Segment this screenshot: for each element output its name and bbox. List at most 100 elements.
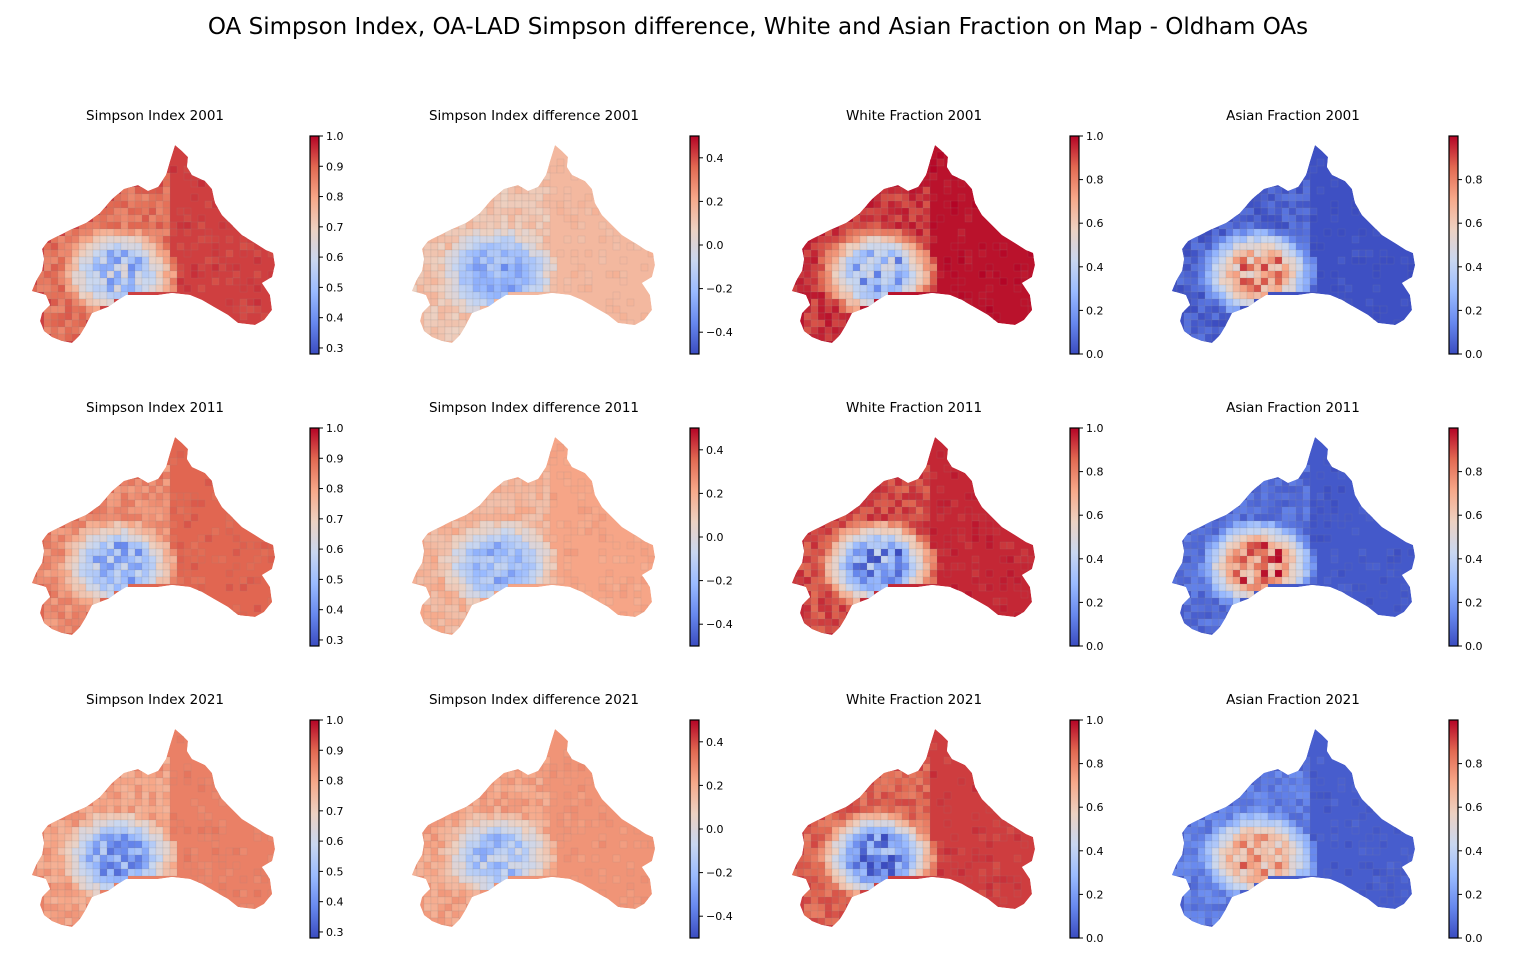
output-area-cell <box>232 562 241 571</box>
output-area-cell <box>1330 798 1339 807</box>
panel-title: Simpson Index difference 2001 <box>429 108 639 124</box>
output-area-cell <box>577 478 586 487</box>
output-area-cell <box>1197 555 1206 564</box>
output-area-cell <box>1232 833 1241 842</box>
output-area-cell <box>78 861 87 870</box>
output-area-cell <box>437 826 446 835</box>
output-area-cell <box>901 214 910 223</box>
output-area-cell <box>430 875 439 884</box>
output-area-cell <box>985 583 994 592</box>
output-area-cell <box>964 875 973 884</box>
output-area-cell <box>859 298 868 307</box>
colorbar-gradient <box>1069 135 1080 355</box>
output-area-cell <box>528 541 537 550</box>
output-area-cell <box>1274 868 1283 877</box>
output-area-cell <box>521 784 530 793</box>
output-area-cell <box>563 805 572 814</box>
output-area-cell <box>64 861 73 870</box>
output-area-cell <box>542 263 551 272</box>
output-area-cell <box>127 520 136 529</box>
output-area-cell <box>1218 854 1227 863</box>
output-area-cell <box>1190 326 1199 335</box>
output-area-cell <box>978 527 987 536</box>
output-area-cell <box>831 868 840 877</box>
output-area-cell <box>155 506 164 515</box>
output-area-cell <box>915 193 924 202</box>
output-area-cell <box>78 903 87 912</box>
output-area-cell <box>1309 548 1318 557</box>
output-area-cell <box>1190 597 1199 606</box>
output-area-cell <box>451 569 460 578</box>
output-area-cell <box>894 249 903 258</box>
output-area-cell <box>929 284 938 293</box>
panel-title: White Fraction 2001 <box>846 108 982 124</box>
output-area-cell <box>1197 235 1206 244</box>
output-area-cell <box>148 854 157 863</box>
output-area-cell <box>992 819 1001 828</box>
output-area-cell <box>542 520 551 529</box>
output-area-cell <box>211 256 220 265</box>
output-area-cell <box>563 478 572 487</box>
output-area-cell <box>570 221 579 230</box>
output-area-cell <box>528 478 537 487</box>
output-area-cell <box>451 548 460 557</box>
output-area-cell <box>1218 583 1227 592</box>
output-area-cell <box>141 854 150 863</box>
output-area-cell <box>176 555 185 564</box>
output-area-cell <box>817 319 826 328</box>
output-area-cell <box>852 291 861 300</box>
output-area-cell <box>1309 270 1318 279</box>
output-area-cell <box>141 506 150 515</box>
panel-title: Asian Fraction 2001 <box>1226 108 1360 124</box>
output-area-cell <box>1013 889 1022 898</box>
output-area-cell <box>1253 263 1262 272</box>
output-area-cell <box>1302 464 1311 473</box>
output-area-cell <box>1288 520 1297 529</box>
output-area-cell <box>99 854 108 863</box>
output-area-cell <box>500 562 509 571</box>
output-area-cell <box>915 485 924 494</box>
output-area-cell <box>1295 284 1304 293</box>
output-area-cell <box>472 291 481 300</box>
output-area-cell <box>1239 263 1248 272</box>
output-area-cell <box>1204 861 1213 870</box>
output-area-cell <box>845 270 854 279</box>
output-area-cell <box>880 193 889 202</box>
output-area-cell <box>894 228 903 237</box>
output-area-cell <box>514 833 523 842</box>
output-area-cell <box>57 625 66 634</box>
output-area-cell <box>1246 819 1255 828</box>
output-area-cell <box>1274 492 1283 501</box>
output-area-cell <box>1288 569 1297 578</box>
output-area-cell <box>803 868 812 877</box>
output-area-cell <box>619 576 628 585</box>
output-area-cell <box>880 221 889 230</box>
output-area-cell <box>1013 611 1022 620</box>
output-area-cell <box>451 597 460 606</box>
output-area-cell <box>514 506 523 515</box>
output-area-cell <box>493 214 502 223</box>
output-area-cell <box>92 562 101 571</box>
output-area-cell <box>1183 840 1192 849</box>
output-area-cell <box>873 520 882 529</box>
panel-title: Simpson Index difference 2021 <box>429 692 639 708</box>
output-area-cell <box>915 263 924 272</box>
output-area-cell <box>507 499 516 508</box>
output-area-cell <box>824 548 833 557</box>
output-area-cell <box>507 186 516 195</box>
output-area-cell <box>1253 506 1262 515</box>
output-area-cell <box>1183 249 1192 258</box>
output-area-cell <box>535 249 544 258</box>
output-area-cell <box>1274 228 1283 237</box>
output-area-cell <box>803 305 812 314</box>
output-area-cell <box>1281 277 1290 286</box>
output-area-cell <box>472 861 481 870</box>
output-area-cell <box>64 228 73 237</box>
output-area-cell <box>901 812 910 821</box>
output-area-cell <box>162 861 171 870</box>
output-area-cell <box>521 569 530 578</box>
output-area-cell <box>1218 847 1227 856</box>
colorbar-tick-label: 1.0 <box>1086 714 1104 727</box>
figure-title: OA Simpson Index, OA-LAD Simpson differe… <box>207 14 1309 40</box>
output-area-cell <box>887 534 896 543</box>
